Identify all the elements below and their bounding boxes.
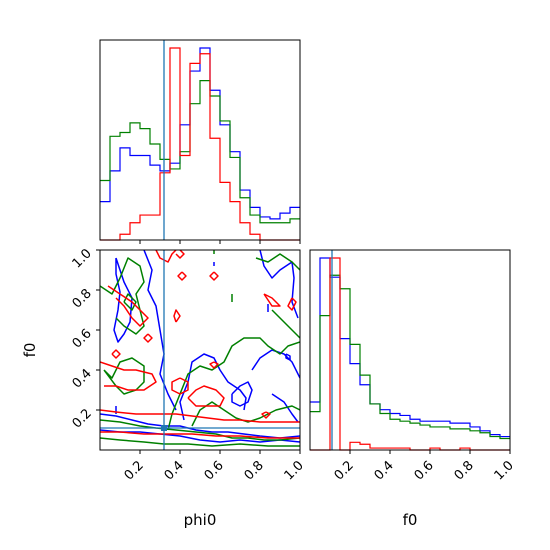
contour-0-0 (100, 413, 300, 439)
x-tick-label-2: 0.6 (412, 458, 437, 483)
hist-series-1 (100, 80, 300, 224)
axes-frame (99, 39, 301, 241)
contour-2-13 (111, 349, 121, 359)
contour-2-9 (209, 361, 219, 369)
contour-1-7 (271, 309, 300, 339)
y-tick-label-4: 1.0 (70, 246, 95, 271)
hist-series-2 (100, 47, 300, 241)
contour-0-7 (271, 393, 299, 423)
axes-frame (309, 249, 511, 451)
contour-2-6 (155, 250, 177, 263)
contour-1-3 (103, 357, 145, 395)
x-axis-label-phi0: phi0 (184, 511, 217, 529)
contour-0-3 (143, 250, 177, 411)
x-tick-label-1: 0.4 (372, 458, 397, 483)
contour-0-6 (251, 349, 300, 379)
contour-1-8 (123, 293, 137, 311)
phi0-marginal-histogram (99, 39, 301, 244)
contour-2-4 (171, 377, 189, 395)
contour-2-0 (100, 409, 300, 423)
contour-group (100, 250, 300, 447)
contour-2-8 (173, 309, 181, 323)
y-tick-label-0: 0.2 (70, 406, 95, 431)
contour-2-11 (177, 271, 187, 281)
contour-2-1 (100, 431, 300, 439)
y-tick-label-3: 0.8 (70, 286, 95, 311)
contour-1-4 (167, 337, 300, 431)
contour-0-1 (100, 429, 300, 443)
contour-2-5 (187, 385, 225, 407)
contour-1-2 (100, 257, 145, 335)
contour-2-12 (261, 411, 271, 419)
truth-point (161, 425, 167, 431)
y-tick-label-2: 0.6 (70, 326, 95, 351)
x-tick-label-0: 0.2 (332, 458, 357, 483)
contour-1-1 (100, 437, 300, 447)
x-tick-label-3: 0.8 (242, 458, 267, 483)
contour-0-2 (113, 257, 133, 343)
contour-2-3 (107, 285, 149, 327)
contour-2-2 (100, 361, 157, 391)
axes-frame (99, 249, 301, 451)
phi0-f0-contour-panel: 0.2 0.4 0.6 0.8 1.0 0.2 0.4 0.6 0.8 1.0 (70, 246, 307, 483)
contour-2-7 (175, 250, 185, 259)
f0-marginal-histogram: 0.2 0.4 0.6 0.8 1.0 (309, 249, 517, 483)
contour-1-0 (100, 419, 300, 441)
x-tick-label-3: 0.8 (452, 458, 477, 483)
y-tick-label-1: 0.4 (70, 366, 95, 391)
contour-2-14 (143, 333, 153, 343)
hist-series-0 (100, 47, 300, 220)
contour-2-10 (209, 271, 219, 281)
x-tick-label-2: 0.6 (202, 458, 227, 483)
contour-0-4 (179, 353, 247, 421)
y-axis-label-f0: f0 (21, 343, 39, 358)
x-tick-label-4: 1.0 (282, 458, 307, 483)
x-tick-label-1: 0.4 (162, 458, 187, 483)
contour-0-8 (231, 381, 253, 407)
contour-2-15 (287, 297, 297, 311)
hist-series-1 (310, 274, 510, 440)
x-axis-label-f0: f0 (403, 511, 418, 529)
x-tick-label-0: 0.2 (122, 458, 147, 483)
contour-2-16 (263, 293, 281, 307)
x-tick-label-4: 1.0 (492, 458, 517, 483)
contour-0-9 (285, 353, 291, 361)
contour-1-6 (255, 253, 300, 271)
